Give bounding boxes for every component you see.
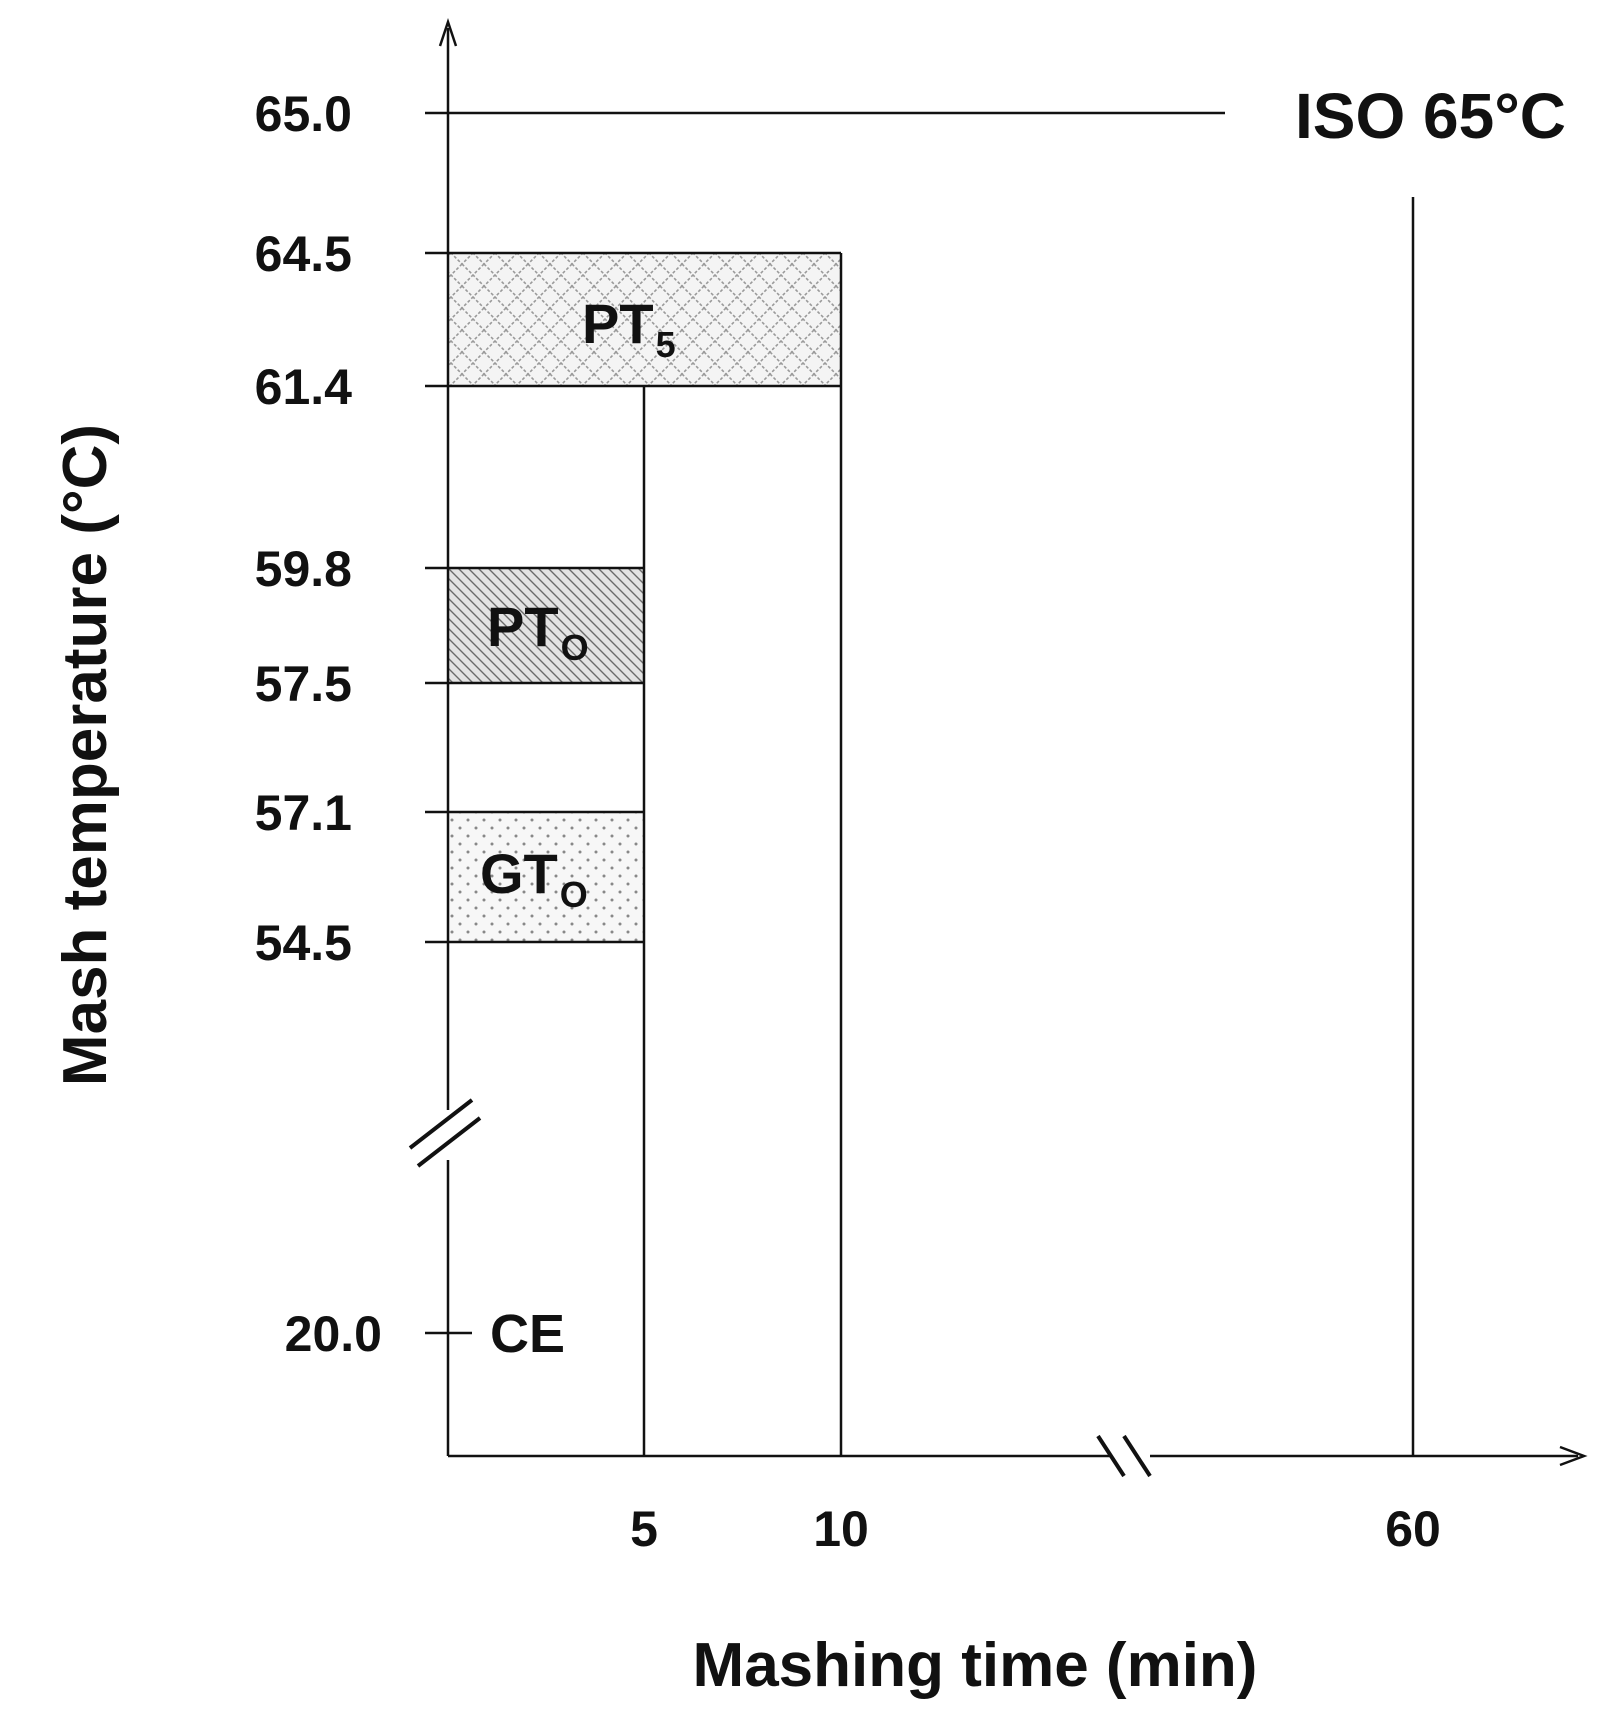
x-axis-arrow bbox=[1559, 1445, 1588, 1467]
y-tick-label: 20.0 bbox=[285, 1306, 382, 1362]
x-tick-label: 60 bbox=[1385, 1501, 1441, 1557]
axes bbox=[446, 28, 1578, 1458]
y-tick-label: 54.5 bbox=[255, 915, 352, 971]
y-tick-label: 57.5 bbox=[255, 656, 352, 712]
x-axis-title: Mashing time (min) bbox=[693, 1631, 1258, 1700]
x-tick-label: 10 bbox=[813, 1501, 869, 1557]
y-axis-arrow bbox=[438, 18, 458, 47]
y-tick-label: 65.0 bbox=[255, 86, 352, 142]
y-tick-label: 64.5 bbox=[255, 226, 352, 282]
region-label-pt5: PT5 bbox=[582, 292, 676, 365]
y-tick-label: 59.8 bbox=[255, 541, 352, 597]
ce-label: CE bbox=[490, 1304, 565, 1364]
region-label-gto: GTO bbox=[480, 842, 588, 915]
region-borders bbox=[425, 111, 1415, 1456]
y-tick-label: 61.4 bbox=[255, 359, 353, 415]
region-pt5 bbox=[448, 253, 841, 386]
y-axis-title: Mash temperature (°C) bbox=[51, 424, 120, 1086]
region-pto bbox=[448, 568, 644, 683]
x-axis-break bbox=[1096, 1434, 1152, 1478]
region-label-pto: PTO bbox=[487, 595, 589, 668]
y-axis-break bbox=[408, 1098, 482, 1168]
x-tick-label: 5 bbox=[630, 1501, 658, 1557]
iso-65-label: ISO 65°C bbox=[1295, 80, 1566, 152]
y-tick-label: 57.1 bbox=[255, 785, 352, 841]
region-gto bbox=[448, 812, 644, 942]
